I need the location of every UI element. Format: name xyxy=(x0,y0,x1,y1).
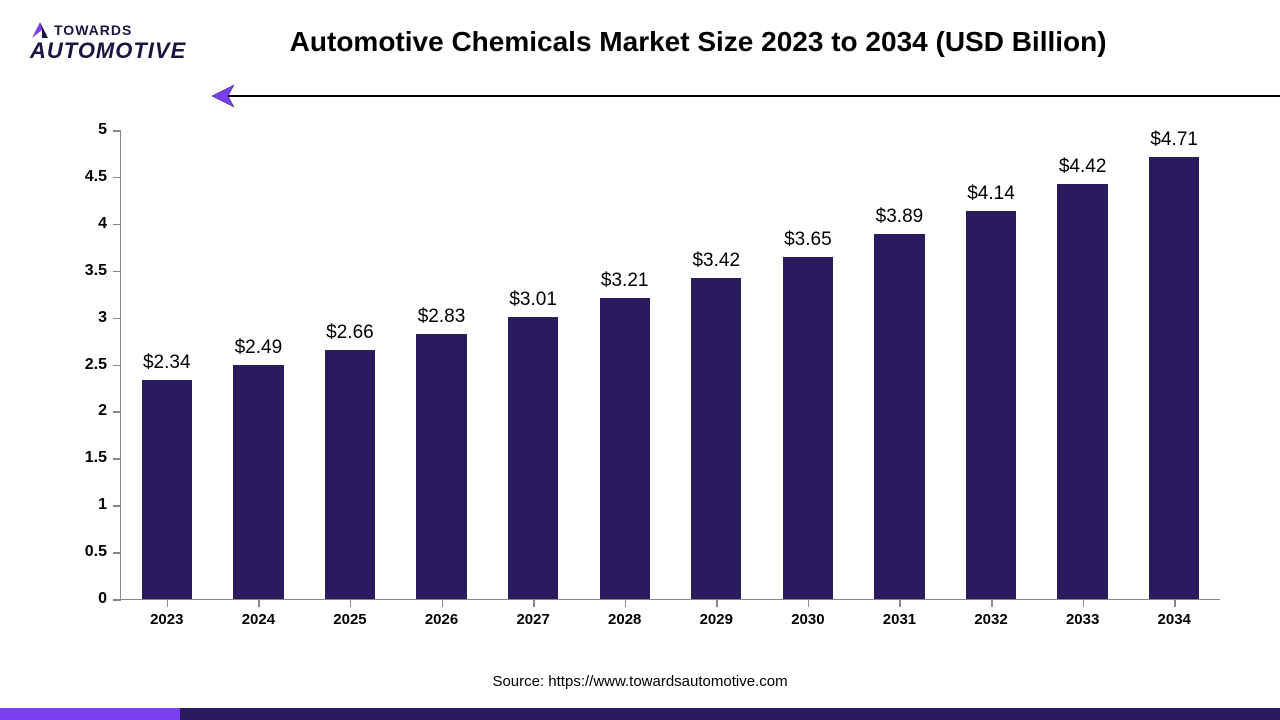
x-tick xyxy=(716,599,718,607)
bar: $4.14 xyxy=(966,211,1016,599)
y-axis-label: 4 xyxy=(98,215,107,233)
logo-text-bottom: AUTOMOTIVE xyxy=(30,38,186,64)
x-tick xyxy=(442,599,444,607)
bar: $2.49 xyxy=(233,365,283,599)
bar-value-label: $2.49 xyxy=(235,337,283,359)
x-axis-label: 2027 xyxy=(516,611,549,628)
logo-icon xyxy=(30,20,50,40)
x-tick xyxy=(991,599,993,607)
bar: $2.66 xyxy=(325,350,375,600)
y-axis-label: 0 xyxy=(98,590,107,608)
bar-value-label: $3.21 xyxy=(601,270,649,292)
x-axis-label: 2030 xyxy=(791,611,824,628)
y-tick xyxy=(113,599,121,601)
y-axis-label: 5 xyxy=(98,121,107,139)
chart-container: 0 0.5 1 1.5 2 2.5 3 3.5 4 4.5 5 2023 $2.34 2024 $2.49 2… xyxy=(60,120,1240,640)
x-axis-label: 2034 xyxy=(1158,611,1191,628)
bar: $3.42 xyxy=(691,278,741,599)
bar: $2.83 xyxy=(416,334,466,599)
y-tick xyxy=(113,552,121,554)
x-axis-label: 2029 xyxy=(700,611,733,628)
x-tick xyxy=(625,599,627,607)
bar-value-label: $4.71 xyxy=(1150,129,1198,151)
y-tick xyxy=(113,177,121,179)
y-tick xyxy=(113,130,121,132)
bar: $3.21 xyxy=(600,298,650,599)
y-axis-label: 3 xyxy=(98,309,107,327)
y-axis-label: 1 xyxy=(98,496,107,514)
x-axis-label: 2023 xyxy=(150,611,183,628)
y-axis-label: 2.5 xyxy=(85,356,107,374)
header: TOWARDS AUTOMOTIVE Automotive Chemicals … xyxy=(0,0,1280,74)
x-axis-label: 2033 xyxy=(1066,611,1099,628)
x-tick xyxy=(808,599,810,607)
y-axis-label: 0.5 xyxy=(85,543,107,561)
y-tick xyxy=(113,271,121,273)
plot-area: 00.511.522.533.544.552023$2.342024$2.492… xyxy=(120,130,1220,600)
y-axis-label: 2 xyxy=(98,402,107,420)
chart-title: Automotive Chemicals Market Size 2023 to… xyxy=(226,26,1250,58)
footer-bar xyxy=(0,708,1280,720)
bar: $3.01 xyxy=(508,317,558,599)
y-tick xyxy=(113,458,121,460)
x-axis-label: 2026 xyxy=(425,611,458,628)
y-axis-label: 4.5 xyxy=(85,168,107,186)
bar-value-label: $2.66 xyxy=(326,322,374,344)
bar: $3.89 xyxy=(874,234,924,599)
bar: $3.65 xyxy=(783,257,833,599)
x-tick xyxy=(167,599,169,607)
x-tick xyxy=(1083,599,1085,607)
x-tick xyxy=(533,599,535,607)
bar-value-label: $2.83 xyxy=(418,306,466,328)
brand-logo: TOWARDS AUTOMOTIVE xyxy=(30,20,186,64)
x-axis-label: 2024 xyxy=(242,611,275,628)
y-axis-label: 1.5 xyxy=(85,449,107,467)
bar-value-label: $3.42 xyxy=(692,250,740,272)
bar-value-label: $3.65 xyxy=(784,229,832,251)
source-text: Source: https://www.towardsautomotive.co… xyxy=(0,673,1280,690)
x-tick xyxy=(350,599,352,607)
x-axis-label: 2032 xyxy=(974,611,1007,628)
x-tick xyxy=(258,599,260,607)
x-axis-label: 2025 xyxy=(333,611,366,628)
y-tick xyxy=(113,224,121,226)
decorative-line xyxy=(215,95,1280,97)
y-tick xyxy=(113,411,121,413)
bar: $2.34 xyxy=(142,380,192,599)
y-tick xyxy=(113,318,121,320)
bar-value-label: $4.14 xyxy=(967,183,1015,205)
y-tick xyxy=(113,365,121,367)
bar-value-label: $3.01 xyxy=(509,289,557,311)
bar-value-label: $3.89 xyxy=(876,206,924,228)
bar-value-label: $4.42 xyxy=(1059,156,1107,178)
bar: $4.71 xyxy=(1149,157,1199,599)
logo-text-top: TOWARDS xyxy=(54,22,132,38)
x-tick xyxy=(1174,599,1176,607)
bar-value-label: $2.34 xyxy=(143,352,191,374)
x-axis-label: 2028 xyxy=(608,611,641,628)
bar: $4.42 xyxy=(1057,184,1107,599)
y-tick xyxy=(113,505,121,507)
x-tick xyxy=(899,599,901,607)
y-axis-label: 3.5 xyxy=(85,262,107,280)
x-axis-label: 2031 xyxy=(883,611,916,628)
